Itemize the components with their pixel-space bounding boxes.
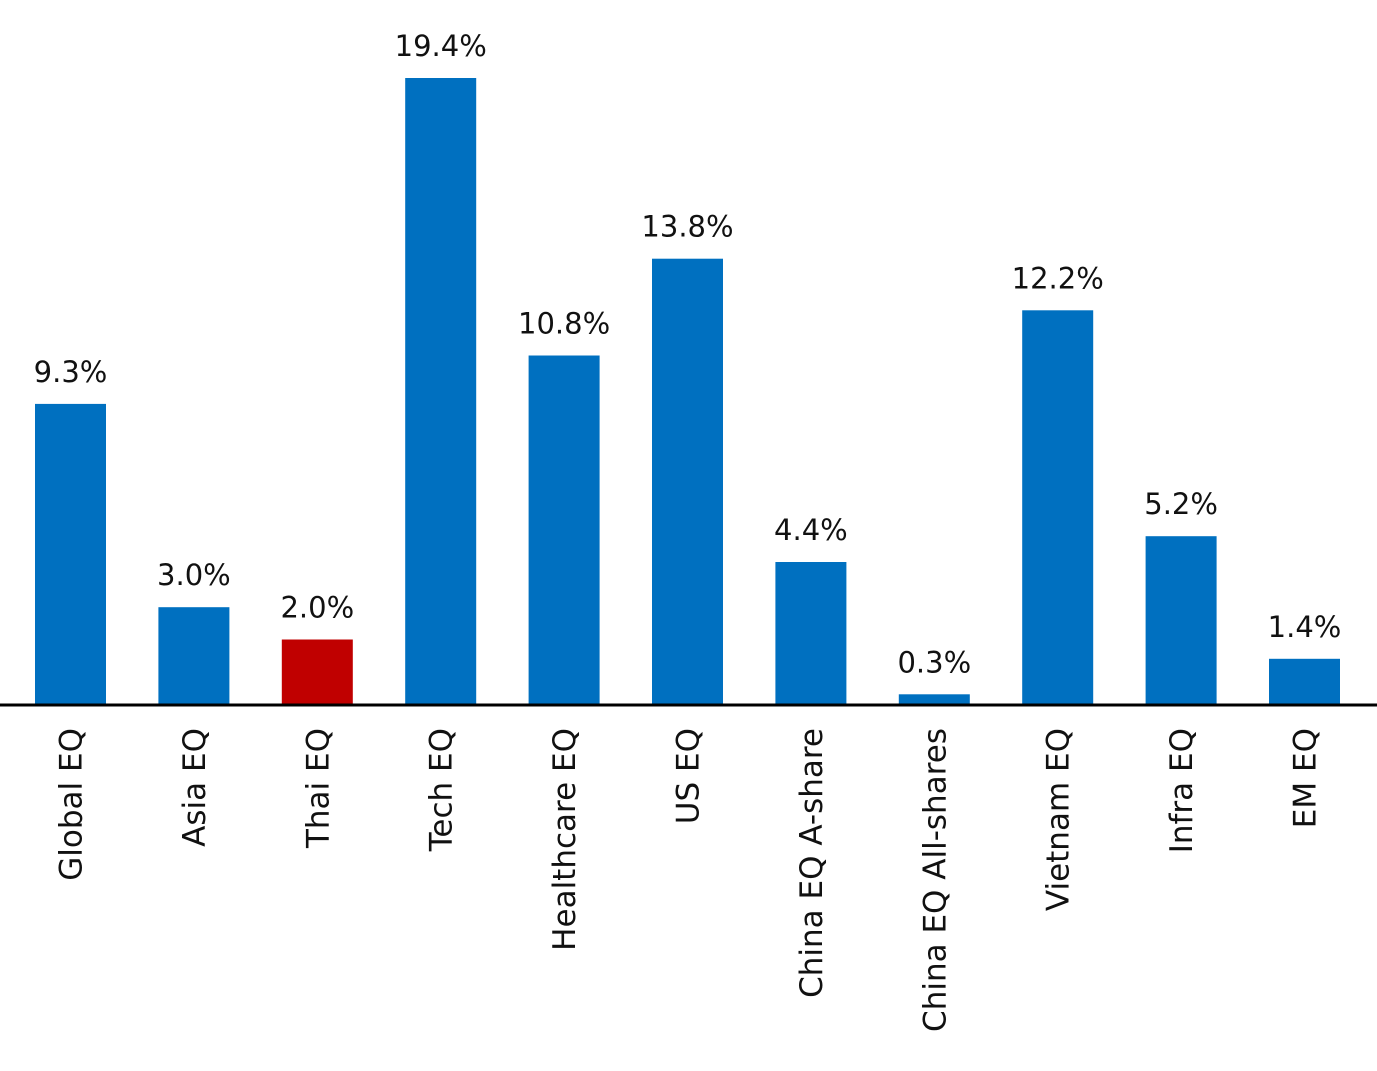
value-label-asia-eq: 3.0%	[157, 558, 231, 592]
value-label-infra-eq: 5.2%	[1144, 487, 1218, 521]
value-label-em-eq: 1.4%	[1268, 610, 1342, 644]
category-label-vietnam-eq: Vietnam EQ	[1041, 728, 1077, 911]
value-label-china-eq-all-shares: 0.3%	[897, 645, 971, 679]
value-label-thai-eq: 2.0%	[280, 591, 354, 625]
value-label-us-eq: 13.8%	[641, 210, 733, 244]
category-label-thai-eq: Thai EQ	[300, 728, 336, 849]
bar-global-eq	[35, 403, 106, 704]
category-label-infra-eq: Infra EQ	[1164, 728, 1200, 853]
bar-em-eq	[1269, 658, 1340, 704]
category-label-us-eq: US EQ	[671, 728, 707, 824]
bar-china-eq-all-shares	[898, 694, 970, 704]
bar-healthcare-eq	[528, 355, 600, 704]
bar-asia-eq	[158, 607, 230, 704]
category-labels-layer: Global EQ Asia EQ Thai EQ Tech EQ Healthcare…	[54, 728, 1324, 1032]
value-label-global-eq: 9.3%	[34, 355, 108, 389]
bar-us-eq	[652, 258, 723, 704]
category-label-china-eq-all-shares: China EQ All-shares	[917, 728, 953, 1032]
category-label-em-eq: EM EQ	[1288, 728, 1324, 828]
category-label-global-eq: Global EQ	[54, 728, 90, 881]
value-label-vietnam-eq: 12.2%	[1012, 261, 1104, 295]
bar-china-eq-a-share	[775, 562, 847, 704]
category-label-asia-eq: Asia EQ	[177, 728, 213, 847]
value-label-tech-eq: 19.4%	[395, 29, 487, 63]
bar-thai-eq	[281, 639, 353, 704]
category-label-healthcare-eq: Healthcare EQ	[547, 728, 583, 951]
bar-tech-eq	[405, 78, 477, 704]
bar-infra-eq	[1145, 536, 1217, 704]
bar-vietnam-eq	[1022, 310, 1094, 704]
bars-layer	[35, 78, 1340, 704]
category-label-tech-eq: Tech EQ	[424, 728, 460, 852]
value-label-healthcare-eq: 10.8%	[518, 307, 610, 341]
value-label-china-eq-a-share: 4.4%	[774, 513, 848, 547]
value-labels-layer: 9.3% 3.0% 2.0% 19.4% 10.8% 13.8% 4.4% 0.3% 12.2%…	[34, 29, 1342, 679]
category-label-china-eq-a-share: China EQ A-share	[794, 728, 830, 998]
